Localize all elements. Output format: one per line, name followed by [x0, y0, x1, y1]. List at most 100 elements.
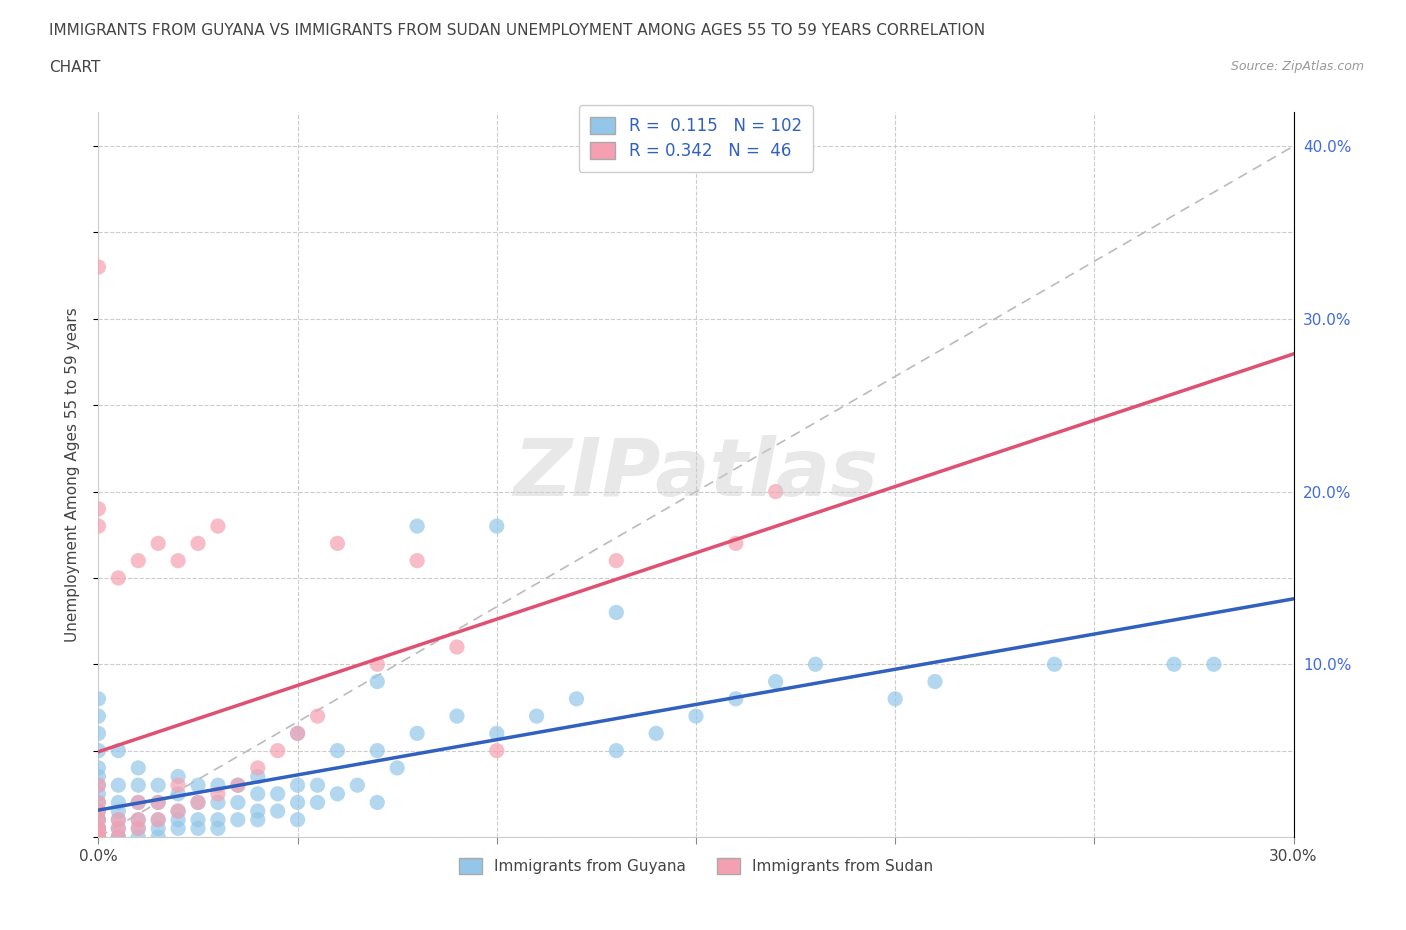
- Point: [446, 709, 468, 724]
- Point: [107, 812, 129, 827]
- Point: [346, 777, 368, 792]
- Point: [226, 795, 249, 810]
- Point: [924, 674, 946, 689]
- Point: [187, 536, 209, 551]
- Point: [87, 821, 110, 836]
- Point: [87, 812, 110, 827]
- Point: [267, 743, 290, 758]
- Text: IMMIGRANTS FROM GUYANA VS IMMIGRANTS FROM SUDAN UNEMPLOYMENT AMONG AGES 55 TO 59: IMMIGRANTS FROM GUYANA VS IMMIGRANTS FRO…: [49, 23, 986, 38]
- Point: [87, 804, 110, 818]
- Point: [226, 777, 249, 792]
- Point: [127, 761, 149, 776]
- Text: CHART: CHART: [49, 60, 101, 75]
- Point: [87, 830, 110, 844]
- Point: [107, 830, 129, 844]
- Point: [87, 777, 110, 792]
- Point: [307, 777, 329, 792]
- Point: [485, 726, 508, 741]
- Point: [187, 812, 209, 827]
- Point: [148, 812, 170, 827]
- Point: [167, 787, 190, 802]
- Point: [87, 726, 110, 741]
- Point: [207, 787, 229, 802]
- Point: [485, 743, 508, 758]
- Point: [167, 804, 190, 818]
- Point: [87, 830, 110, 844]
- Point: [87, 830, 110, 844]
- Point: [87, 830, 110, 844]
- Point: [87, 830, 110, 844]
- Point: [1163, 657, 1185, 671]
- Point: [565, 691, 588, 706]
- Point: [226, 812, 249, 827]
- Point: [167, 812, 190, 827]
- Point: [167, 821, 190, 836]
- Point: [207, 519, 229, 534]
- Point: [87, 812, 110, 827]
- Point: [107, 830, 129, 844]
- Point: [246, 812, 269, 827]
- Point: [107, 743, 129, 758]
- Text: Source: ZipAtlas.com: Source: ZipAtlas.com: [1230, 60, 1364, 73]
- Point: [127, 777, 149, 792]
- Point: [148, 830, 170, 844]
- Point: [127, 553, 149, 568]
- Point: [107, 777, 129, 792]
- Point: [287, 812, 309, 827]
- Point: [366, 657, 388, 671]
- Point: [87, 691, 110, 706]
- Point: [87, 795, 110, 810]
- Point: [87, 743, 110, 758]
- Point: [87, 830, 110, 844]
- Point: [187, 821, 209, 836]
- Point: [187, 795, 209, 810]
- Point: [167, 553, 190, 568]
- Point: [366, 743, 388, 758]
- Point: [107, 812, 129, 827]
- Point: [884, 691, 907, 706]
- Point: [87, 821, 110, 836]
- Point: [724, 691, 747, 706]
- Point: [87, 519, 110, 534]
- Point: [605, 743, 627, 758]
- Point: [127, 795, 149, 810]
- Point: [1202, 657, 1225, 671]
- Point: [307, 709, 329, 724]
- Point: [87, 830, 110, 844]
- Point: [207, 795, 229, 810]
- Point: [127, 812, 149, 827]
- Point: [485, 519, 508, 534]
- Point: [87, 830, 110, 844]
- Point: [148, 777, 170, 792]
- Point: [127, 812, 149, 827]
- Point: [87, 812, 110, 827]
- Point: [87, 795, 110, 810]
- Point: [87, 821, 110, 836]
- Point: [287, 726, 309, 741]
- Point: [87, 769, 110, 784]
- Point: [267, 804, 290, 818]
- Point: [207, 821, 229, 836]
- Point: [87, 830, 110, 844]
- Point: [246, 787, 269, 802]
- Point: [87, 787, 110, 802]
- Point: [87, 830, 110, 844]
- Point: [246, 761, 269, 776]
- Point: [167, 769, 190, 784]
- Point: [107, 830, 129, 844]
- Point: [87, 830, 110, 844]
- Point: [287, 726, 309, 741]
- Point: [148, 795, 170, 810]
- Point: [148, 821, 170, 836]
- Point: [167, 777, 190, 792]
- Point: [127, 821, 149, 836]
- Point: [127, 795, 149, 810]
- Point: [167, 804, 190, 818]
- Text: ZIPatlas: ZIPatlas: [513, 435, 879, 513]
- Point: [287, 777, 309, 792]
- Point: [107, 570, 129, 585]
- Point: [246, 769, 269, 784]
- Point: [107, 795, 129, 810]
- Point: [267, 787, 290, 802]
- Point: [107, 821, 129, 836]
